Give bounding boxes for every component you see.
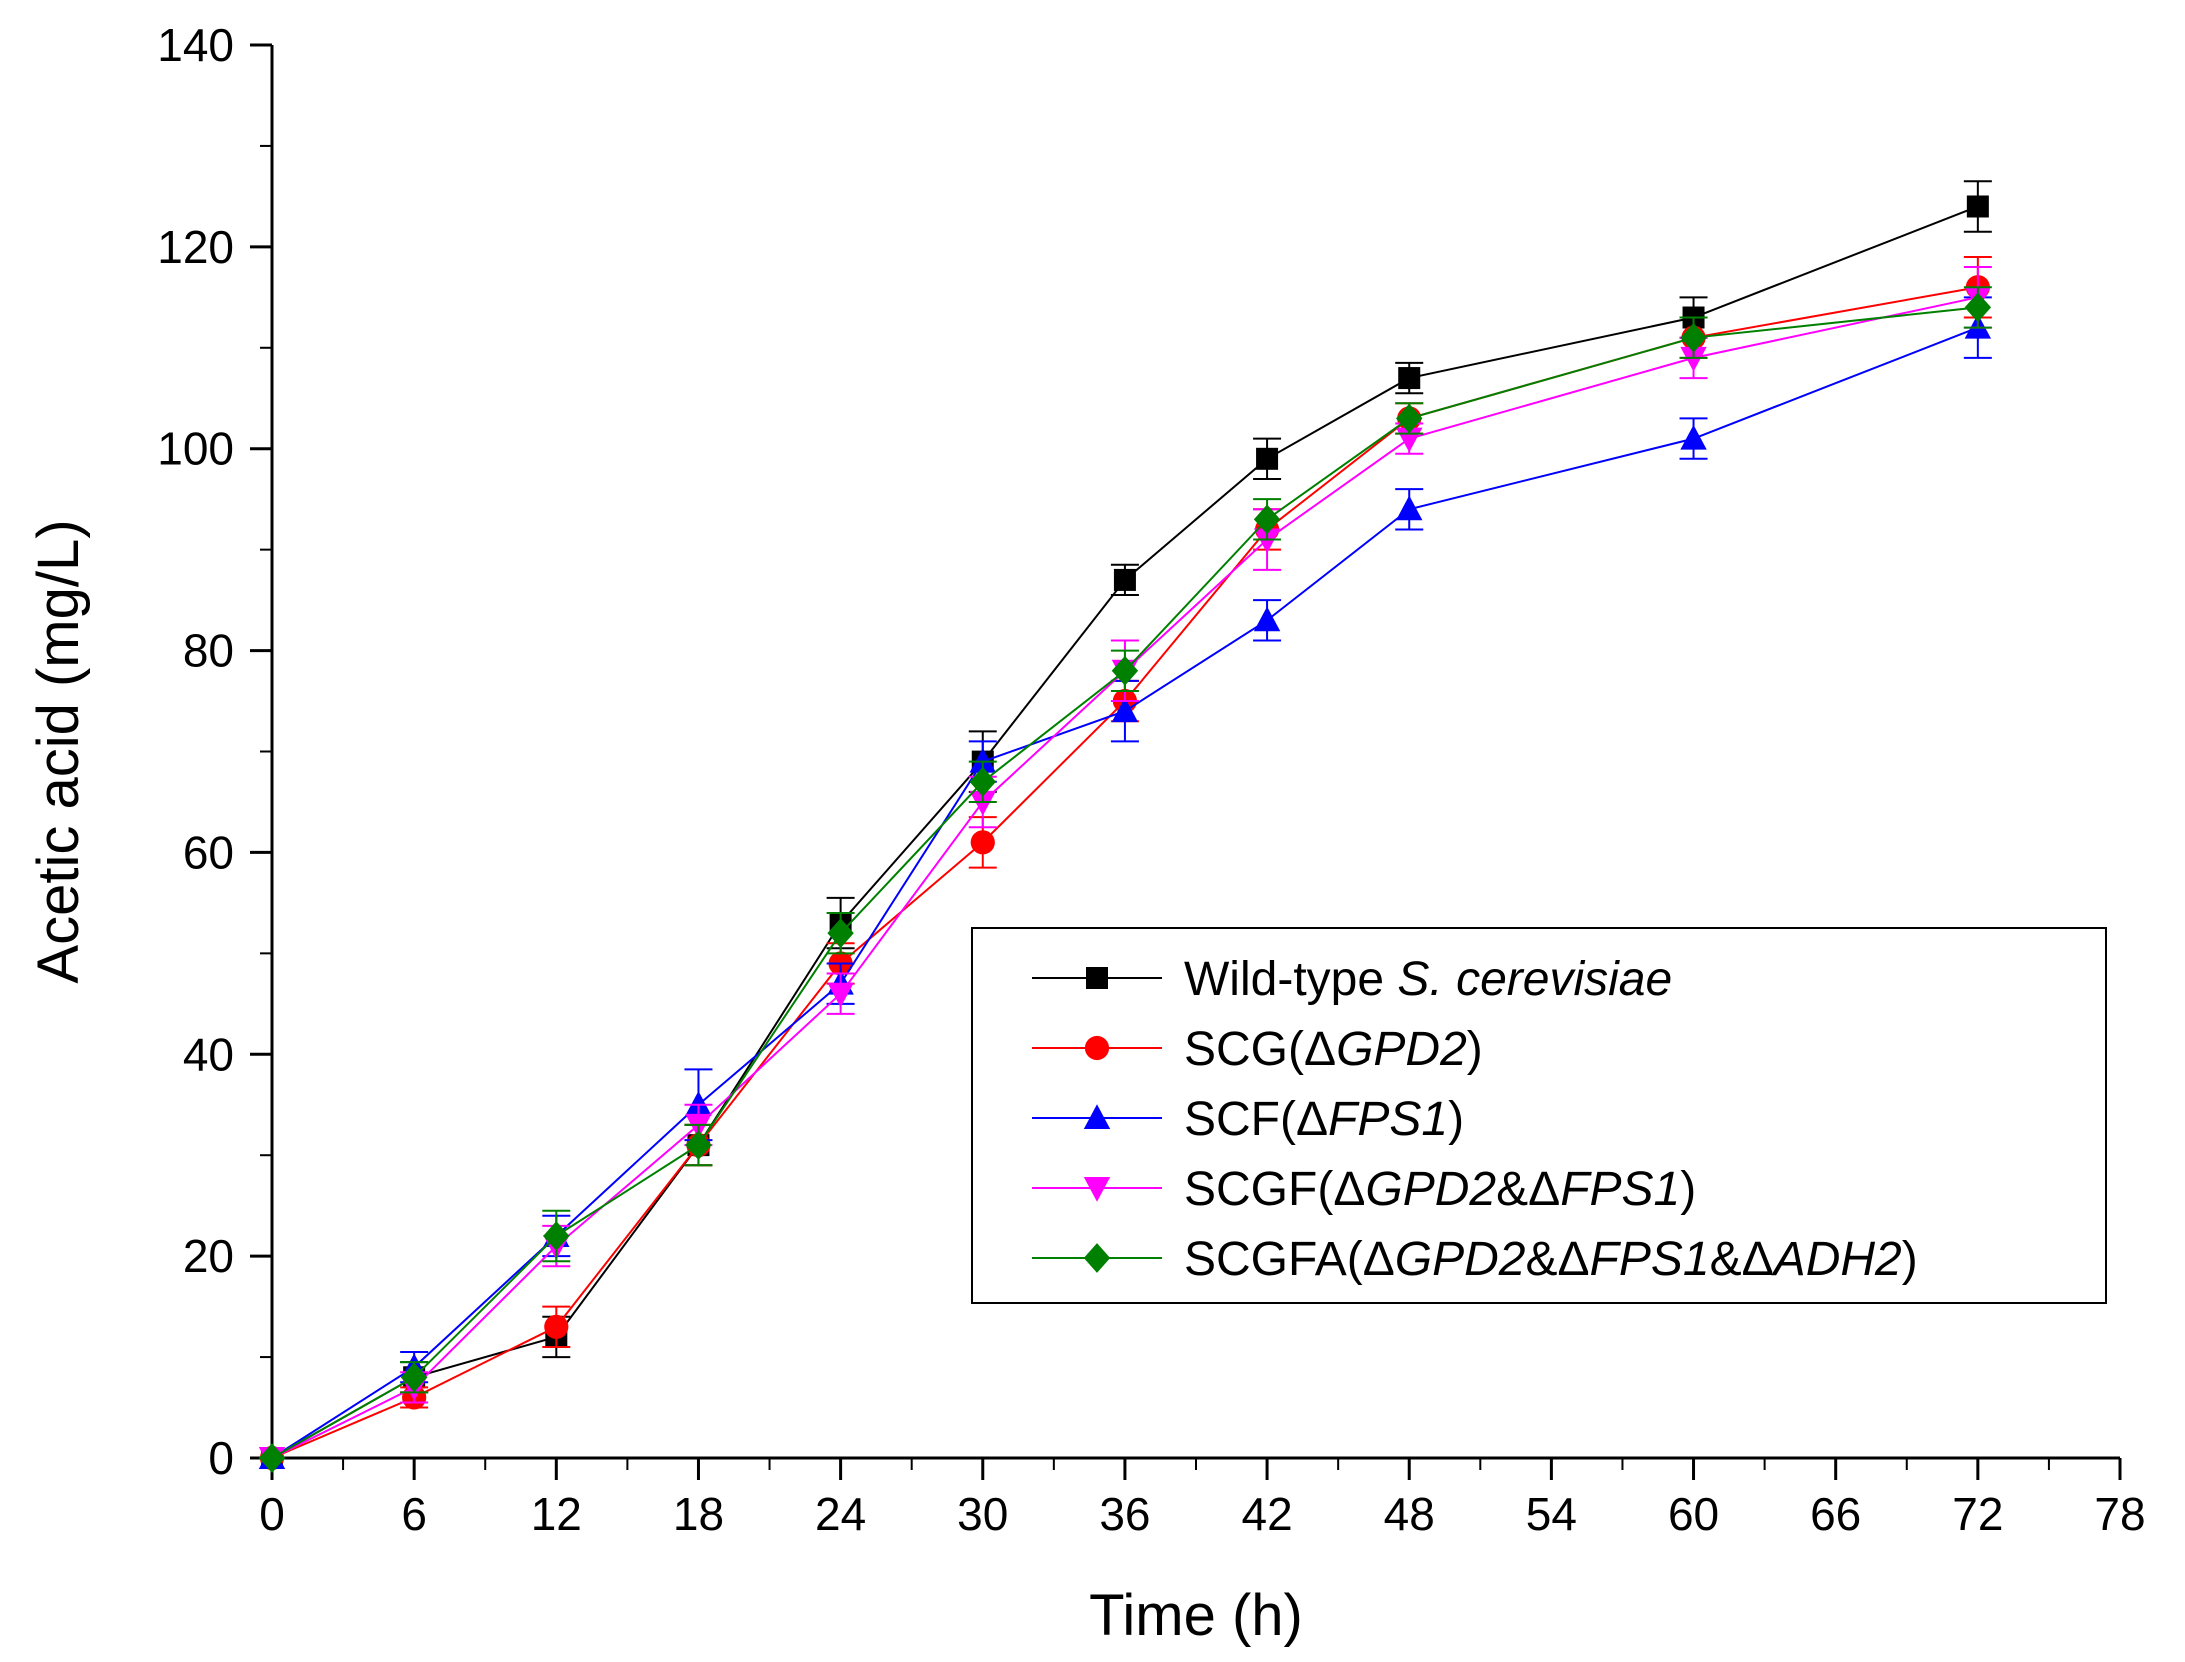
- x-tick-label: 18: [673, 1488, 724, 1540]
- y-tick-label: 100: [157, 423, 234, 475]
- legend-marker: [1084, 1035, 1110, 1061]
- x-tick-label: 54: [1526, 1488, 1577, 1540]
- x-tick-label: 48: [1384, 1488, 1435, 1540]
- data-point: [1680, 346, 1707, 372]
- x-tick-label: 6: [401, 1488, 427, 1540]
- y-tick-label: 120: [157, 221, 234, 273]
- data-point: [827, 982, 854, 1008]
- y-tick-label: 60: [183, 826, 234, 878]
- data-point: [400, 1362, 428, 1393]
- legend-marker: [1083, 1243, 1111, 1273]
- y-axis-title: Acetic acid (mg/L): [26, 519, 91, 983]
- x-tick-label: 78: [2094, 1488, 2145, 1540]
- data-point: [543, 1221, 570, 1251]
- legend-marker: [1083, 1104, 1111, 1129]
- data-point: [1396, 403, 1423, 434]
- y-tick-label: 20: [183, 1230, 234, 1282]
- data-point: [1680, 322, 1707, 353]
- data-point: [1111, 697, 1139, 723]
- y-tick-label: 80: [183, 625, 234, 677]
- data-point: [1113, 568, 1136, 591]
- y-tick-label: 40: [183, 1028, 234, 1080]
- x-tick-label: 30: [957, 1488, 1008, 1540]
- x-tick-label: 66: [1810, 1488, 1861, 1540]
- data-point: [1253, 528, 1281, 554]
- y-tick-label: 0: [208, 1432, 234, 1484]
- legend: Wild-type S. cerevisiae SCG(ΔGPD2) SCF(ΔFP…: [971, 927, 2107, 1304]
- x-tick-label: 12: [531, 1488, 582, 1540]
- data-point: [969, 747, 996, 773]
- legend-label: SCF(ΔFPS1): [1184, 1093, 1464, 1146]
- x-tick-label: 60: [1668, 1488, 1719, 1540]
- data-point: [1396, 495, 1423, 521]
- data-point: [685, 1130, 712, 1160]
- data-point: [1256, 447, 1279, 470]
- data-point: [258, 1443, 286, 1473]
- data-point: [969, 766, 996, 797]
- series-layer: [258, 180, 1992, 1473]
- legend-box: [971, 927, 2107, 1304]
- legend-label: Wild-type S. cerevisiae: [1184, 953, 1672, 1006]
- x-tick-label: 24: [815, 1488, 866, 1540]
- series-4: [258, 286, 1992, 1473]
- data-point: [1680, 424, 1707, 450]
- data-point: [685, 1091, 712, 1116]
- y-axis-ticks: 0 20 40 60 80 100 120 140: [157, 19, 272, 1484]
- legend-label: SCGFA(ΔGPD2&ΔFPS1&ΔADH2): [1184, 1233, 1918, 1286]
- y-tick-label: 140: [157, 19, 234, 71]
- data-point: [1398, 367, 1421, 390]
- data-point: [1253, 504, 1281, 535]
- legend-item: Wild-type S. cerevisiae: [1032, 953, 1672, 1006]
- x-tick-label: 72: [1952, 1488, 2003, 1540]
- x-axis-title: Time (h): [1089, 1583, 1303, 1648]
- legend-item: SCGF(ΔGPD2&ΔFPS1): [1032, 1163, 1696, 1216]
- legend-marker: [1083, 1177, 1111, 1202]
- data-point: [969, 790, 996, 816]
- data-point: [544, 1314, 569, 1339]
- legend-item: SCG(ΔGPD2): [1032, 1023, 1483, 1076]
- data-point: [1966, 195, 1989, 218]
- legend-item: SCGFA(ΔGPD2&ΔFPS1&ΔADH2): [1032, 1233, 1918, 1286]
- data-point: [970, 830, 995, 855]
- legend-marker: [1086, 967, 1108, 989]
- x-tick-label: 36: [1099, 1488, 1150, 1540]
- data-point: [1964, 292, 1992, 323]
- x-axis-ticks: 0 6 12 18 24 30 36 42 48 54 60 66 72 78: [259, 1458, 2146, 1540]
- data-point: [1253, 606, 1281, 632]
- legend-label: SCGF(ΔGPD2&ΔFPS1): [1184, 1163, 1696, 1216]
- legend-item: SCF(ΔFPS1): [1032, 1093, 1464, 1146]
- data-point: [827, 918, 854, 949]
- x-tick-label: 42: [1241, 1488, 1292, 1540]
- data-point: [1111, 655, 1139, 686]
- legend-label: SCG(ΔGPD2): [1184, 1023, 1483, 1076]
- x-tick-label: 0: [259, 1488, 285, 1540]
